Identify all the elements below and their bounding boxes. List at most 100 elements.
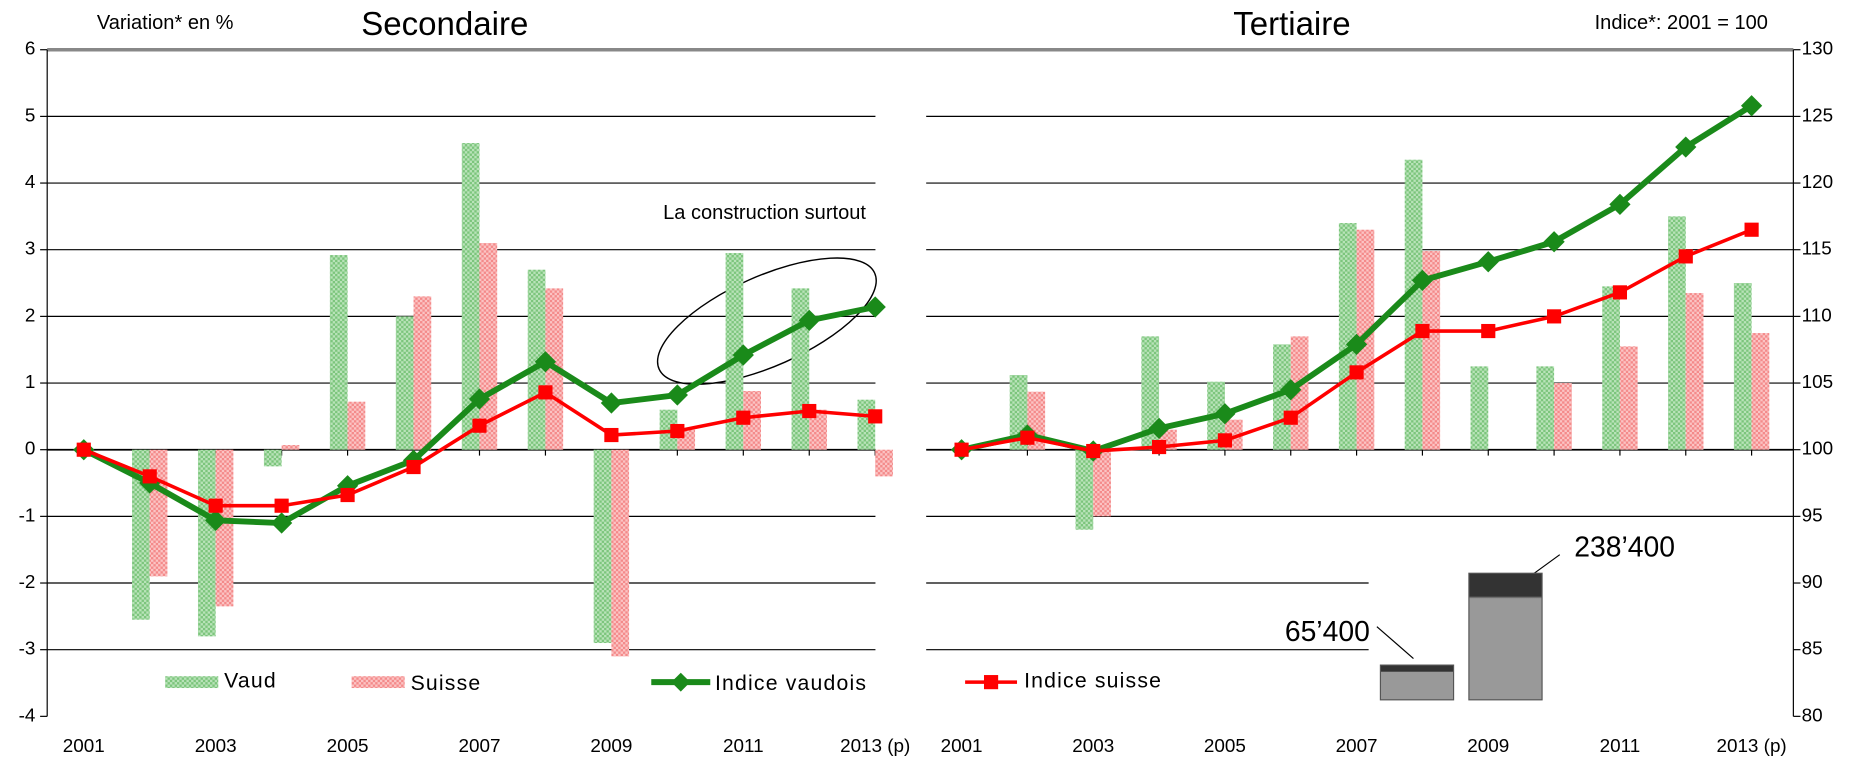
x-tick-label: 2003 bbox=[195, 735, 237, 756]
y2-tick-label: 115 bbox=[1802, 238, 1832, 259]
bar bbox=[1668, 216, 1686, 450]
marker bbox=[1411, 269, 1434, 291]
bar bbox=[1619, 346, 1638, 450]
y2-tick-label: 100 bbox=[1802, 438, 1833, 459]
marker bbox=[736, 410, 751, 425]
marker bbox=[472, 418, 487, 433]
bar bbox=[1141, 336, 1160, 450]
bar bbox=[1554, 383, 1572, 450]
marker bbox=[1740, 95, 1763, 117]
bar bbox=[1338, 223, 1357, 450]
chart-title: Secondaire bbox=[361, 5, 528, 42]
marker bbox=[1675, 136, 1697, 158]
bar bbox=[1404, 159, 1423, 450]
y-tick-label: -4 bbox=[19, 704, 36, 725]
bar bbox=[461, 143, 480, 450]
y-tick-label: 0 bbox=[25, 438, 36, 459]
bar bbox=[659, 409, 678, 450]
marker bbox=[406, 459, 421, 475]
marker bbox=[1481, 323, 1496, 339]
y-tick-label: 6 bbox=[25, 38, 36, 59]
marker bbox=[1415, 323, 1430, 339]
x-tick-label: 2007 bbox=[459, 735, 501, 756]
bar bbox=[132, 449, 150, 620]
bar bbox=[725, 253, 744, 450]
bar bbox=[1685, 293, 1704, 450]
legend-label: Indice vaudois bbox=[715, 672, 867, 695]
marker bbox=[604, 427, 619, 443]
y-tick-label: 3 bbox=[25, 238, 36, 259]
bar bbox=[1470, 366, 1489, 450]
inset-bar bbox=[1379, 664, 1455, 701]
legend-marker bbox=[671, 672, 691, 692]
legend-label: Indice suisse bbox=[1024, 670, 1162, 693]
bar bbox=[857, 399, 876, 450]
annotation: La construction surtout bbox=[663, 202, 866, 224]
legend-label: Vaud bbox=[224, 670, 277, 693]
bar bbox=[197, 449, 216, 637]
x-tick-label: 2003 bbox=[1072, 735, 1114, 756]
bar bbox=[593, 449, 612, 644]
marker bbox=[1280, 379, 1302, 401]
y2-tick-label: 130 bbox=[1802, 38, 1833, 59]
bar bbox=[149, 449, 168, 577]
y-tick-label: -3 bbox=[19, 638, 36, 659]
y2-tick-label: 125 bbox=[1802, 104, 1833, 125]
marker bbox=[954, 442, 969, 457]
bar bbox=[527, 269, 546, 450]
marker bbox=[538, 385, 553, 400]
x-tick-label: 2001 bbox=[941, 735, 983, 756]
inset-value-label: 238’400 bbox=[1574, 530, 1675, 562]
marker bbox=[1678, 249, 1693, 264]
x-tick-label: 2009 bbox=[590, 735, 632, 756]
marker bbox=[142, 469, 157, 484]
bar bbox=[1536, 366, 1555, 450]
legend-marker bbox=[983, 675, 999, 690]
x-tick-label: 2007 bbox=[1336, 735, 1378, 756]
marker bbox=[1152, 439, 1167, 455]
marker bbox=[798, 309, 820, 331]
y-axis-label: Variation* en % bbox=[97, 12, 234, 34]
marker bbox=[340, 487, 355, 503]
bar bbox=[1733, 283, 1752, 450]
bar bbox=[215, 449, 234, 607]
inset-value-label: 65’400 bbox=[1285, 615, 1370, 647]
bar bbox=[875, 449, 893, 477]
x-tick-label: 2009 bbox=[1467, 735, 1509, 756]
marker bbox=[1744, 222, 1759, 237]
x-tick-label: 2005 bbox=[327, 735, 369, 756]
bar bbox=[611, 449, 630, 657]
y-tick-label: 4 bbox=[25, 171, 36, 192]
x-tick-label: 2011 bbox=[723, 735, 764, 756]
bar bbox=[395, 316, 414, 450]
y2-tick-label: 95 bbox=[1802, 504, 1823, 525]
marker bbox=[868, 409, 883, 424]
marker bbox=[1217, 433, 1232, 448]
marker bbox=[271, 512, 293, 534]
inset-bar bbox=[1468, 572, 1543, 701]
legend-label: Suisse bbox=[411, 672, 482, 695]
bar bbox=[347, 401, 366, 450]
y-tick-label: 5 bbox=[25, 104, 36, 125]
y-tick-label: -1 bbox=[19, 504, 36, 525]
bar bbox=[329, 255, 348, 450]
marker bbox=[76, 442, 91, 457]
marker bbox=[1612, 285, 1628, 300]
x-tick-label: 2011 bbox=[1600, 735, 1641, 756]
y2-tick-label: 80 bbox=[1802, 704, 1823, 725]
y2-tick-label: 105 bbox=[1802, 371, 1833, 392]
y2-tick-label: 120 bbox=[1802, 171, 1833, 192]
y2-tick-label: 85 bbox=[1802, 638, 1823, 659]
y2-tick-label: 110 bbox=[1802, 304, 1832, 325]
x-tick-label: 2013 (p) bbox=[1716, 735, 1786, 756]
legend-swatch bbox=[351, 676, 405, 689]
marker bbox=[274, 498, 289, 513]
bar bbox=[263, 449, 282, 467]
marker bbox=[666, 384, 688, 406]
bar bbox=[1751, 333, 1770, 450]
marker bbox=[1214, 403, 1236, 425]
y-tick-label: 1 bbox=[25, 371, 36, 392]
bar bbox=[1602, 286, 1620, 450]
bar bbox=[1093, 449, 1111, 517]
